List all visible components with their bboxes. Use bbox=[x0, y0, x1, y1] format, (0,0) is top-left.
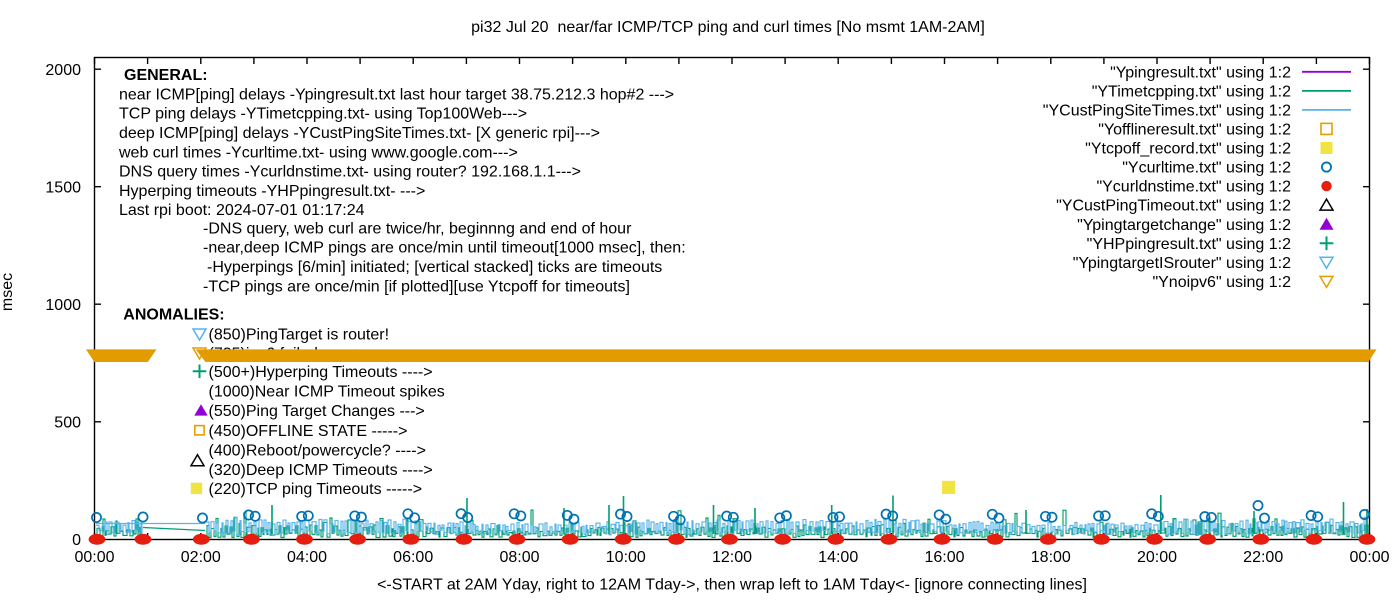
svg-text:"Ypingtargetchange" using 1:2: "Ypingtargetchange" using 1:2 bbox=[1077, 217, 1291, 234]
svg-text:"Ynoipv6" using 1:2: "Ynoipv6" using 1:2 bbox=[1152, 274, 1291, 291]
svg-text:08:00: 08:00 bbox=[499, 549, 539, 566]
svg-text:-Hyperpings [6/min] initiated;: -Hyperpings [6/min] initiated; [vertical… bbox=[207, 259, 662, 276]
svg-text:12:00: 12:00 bbox=[712, 549, 752, 566]
svg-text:22:00: 22:00 bbox=[1243, 549, 1283, 566]
svg-text:web curl times -Ycurltime.txt-: web curl times -Ycurltime.txt- using www… bbox=[118, 144, 518, 161]
svg-text:"YTimetcpping.txt" using 1:2: "YTimetcpping.txt" using 1:2 bbox=[1092, 83, 1291, 100]
svg-text:00:00: 00:00 bbox=[74, 549, 114, 566]
svg-text:pi32 Jul 20 near/far ICMP/TCP: pi32 Jul 20 near/far ICMP/TCP ping and c… bbox=[471, 19, 985, 36]
svg-text:500: 500 bbox=[54, 414, 81, 431]
svg-text:1000: 1000 bbox=[45, 297, 81, 314]
svg-text:06:00: 06:00 bbox=[393, 549, 433, 566]
svg-text:1500: 1500 bbox=[45, 179, 81, 196]
svg-text:"Yofflineresult.txt" using 1:2: "Yofflineresult.txt" using 1:2 bbox=[1098, 122, 1291, 139]
svg-text:TCP ping delays -YTimetcpping.: TCP ping delays -YTimetcpping.txt- using… bbox=[119, 106, 527, 123]
svg-text:"Ycurltime.txt" using 1:2: "Ycurltime.txt" using 1:2 bbox=[1122, 160, 1291, 177]
svg-text:Hyperping timeouts -YHPpingres: Hyperping timeouts -YHPpingresult.txt- -… bbox=[119, 183, 425, 200]
svg-text:"YCustPingSiteTimes.txt" using: "YCustPingSiteTimes.txt" using 1:2 bbox=[1043, 103, 1291, 120]
svg-text:04:00: 04:00 bbox=[287, 549, 327, 566]
svg-text:DNS query times -Ycurldnstime.: DNS query times -Ycurldnstime.txt- using… bbox=[119, 164, 581, 181]
svg-text:(500+)Hyperping Timeouts ---->: (500+)Hyperping Timeouts ----> bbox=[209, 364, 433, 381]
svg-text:(450)OFFLINE STATE ----->: (450)OFFLINE STATE -----> bbox=[209, 423, 408, 440]
svg-text:"YHPpingresult.txt" using 1:2: "YHPpingresult.txt" using 1:2 bbox=[1087, 236, 1291, 253]
svg-text:-TCP pings are once/min [if pl: -TCP pings are once/min [if plotted][use… bbox=[203, 279, 630, 296]
svg-text:"Ypingresult.txt" using 1:2: "Ypingresult.txt" using 1:2 bbox=[1110, 64, 1291, 81]
svg-text:16:00: 16:00 bbox=[924, 549, 964, 566]
svg-text:"YCustPingTimeout.txt" using 1: "YCustPingTimeout.txt" using 1:2 bbox=[1056, 198, 1291, 215]
svg-text:-DNS query, web curl are twice: -DNS query, web curl are twice/hr, begin… bbox=[203, 220, 632, 237]
svg-text:"Ytcpoff_record.txt" using 1:2: "Ytcpoff_record.txt" using 1:2 bbox=[1085, 141, 1291, 158]
svg-text:near ICMP[ping] delays -Ypingr: near ICMP[ping] delays -Ypingresult.txt … bbox=[119, 86, 674, 103]
svg-text:18:00: 18:00 bbox=[1031, 549, 1071, 566]
svg-text:10:00: 10:00 bbox=[606, 549, 646, 566]
svg-text:Last rpi boot: 2024-07-01 01:1: Last rpi boot: 2024-07-01 01:17:24 bbox=[119, 202, 365, 219]
svg-text:14:00: 14:00 bbox=[818, 549, 858, 566]
svg-text:(850)PingTarget is router!: (850)PingTarget is router! bbox=[209, 327, 390, 344]
svg-text:(1000)Near ICMP Timeout spikes: (1000)Near ICMP Timeout spikes bbox=[209, 384, 445, 401]
svg-text:0: 0 bbox=[72, 532, 81, 549]
svg-text:(220)TCP ping Timeouts ----->: (220)TCP ping Timeouts -----> bbox=[209, 481, 423, 498]
svg-text:2000: 2000 bbox=[45, 62, 81, 79]
svg-text:msec: msec bbox=[0, 273, 16, 311]
svg-text:00:00: 00:00 bbox=[1349, 549, 1389, 566]
svg-text:-near,deep ICMP pings are once: -near,deep ICMP pings are once/min until… bbox=[203, 240, 686, 257]
svg-text:deep ICMP[ping] delays -YCustP: deep ICMP[ping] delays -YCustPingSiteTim… bbox=[119, 125, 600, 142]
svg-text:(550)Ping Target Changes --->: (550)Ping Target Changes ---> bbox=[209, 403, 425, 420]
svg-text:GENERAL:: GENERAL: bbox=[124, 67, 208, 84]
svg-text:(320)Deep ICMP Timeouts ---->: (320)Deep ICMP Timeouts ----> bbox=[209, 462, 433, 479]
svg-text:ANOMALIES:: ANOMALIES: bbox=[123, 307, 224, 324]
svg-text:"YpingtargetISrouter" using 1:: "YpingtargetISrouter" using 1:2 bbox=[1073, 255, 1291, 272]
svg-text:(400)Reboot/powercycle? ---->: (400)Reboot/powercycle? ----> bbox=[209, 443, 426, 460]
svg-text:20:00: 20:00 bbox=[1137, 549, 1177, 566]
svg-text:<-START at 2AM Yday, right to: <-START at 2AM Yday, right to 12AM Tday-… bbox=[377, 577, 1087, 594]
svg-text:"Ycurldnstime.txt" using 1:2: "Ycurldnstime.txt" using 1:2 bbox=[1096, 179, 1291, 196]
svg-text:02:00: 02:00 bbox=[181, 549, 221, 566]
